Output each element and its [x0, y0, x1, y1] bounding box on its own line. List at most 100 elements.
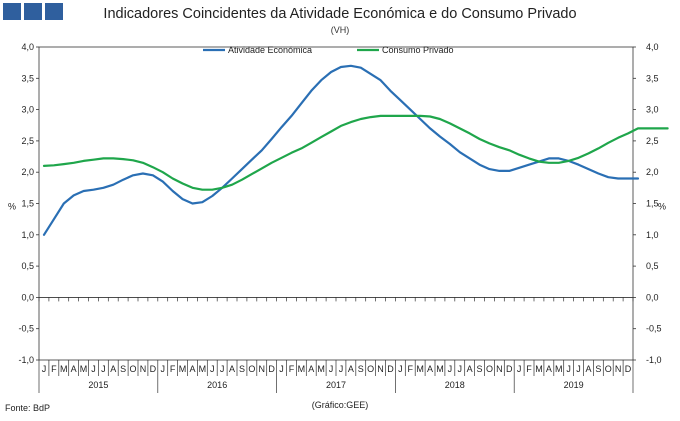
month-label: N [259, 364, 266, 374]
month-label: F [526, 364, 532, 374]
year-label: 2019 [564, 380, 584, 390]
y-tick-label-left: 4,0 [21, 42, 34, 52]
month-label: J [576, 364, 581, 374]
series-line-atividade [42, 64, 640, 236]
month-label: M [179, 364, 187, 374]
y-tick-label-left: 0,5 [21, 261, 34, 271]
month-label: A [348, 364, 354, 374]
month-label: J [101, 364, 106, 374]
logo-block [45, 3, 63, 20]
month-label: M [60, 364, 68, 374]
brand-logo [3, 3, 63, 20]
month-label: J [566, 364, 571, 374]
month-label: F [51, 364, 57, 374]
month-label: S [595, 364, 601, 374]
month-label: J [339, 364, 344, 374]
y-tick-label-right: 2,5 [646, 136, 659, 146]
month-label: D [625, 364, 632, 374]
month-label: M [436, 364, 444, 374]
y-tick-label-right: 4,0 [646, 42, 659, 52]
month-label: D [387, 364, 394, 374]
y-tick-label-right: -0,5 [646, 324, 662, 334]
legend-label: Atividade Económica [228, 45, 312, 55]
month-label: J [448, 364, 453, 374]
legend-label: Consumo Privado [382, 45, 454, 55]
month-label: S [239, 364, 245, 374]
y-tick-label-left: 2,5 [21, 136, 34, 146]
y-tick-label-right: 3,0 [646, 105, 659, 115]
y-tick-label-right: 1,0 [646, 230, 659, 240]
year-label: 2017 [326, 380, 346, 390]
month-label: J [517, 364, 522, 374]
month-label: M [535, 364, 543, 374]
month-label: O [605, 364, 612, 374]
logo-block [3, 3, 21, 20]
month-label: A [110, 364, 116, 374]
logo-block [24, 3, 42, 20]
month-label: D [268, 364, 275, 374]
month-label: M [317, 364, 325, 374]
month-label: S [120, 364, 126, 374]
month-label: F [170, 364, 176, 374]
month-label: O [486, 364, 493, 374]
month-label: J [210, 364, 215, 374]
y-tick-label-left: -1,0 [18, 355, 34, 365]
y-tick-label-left: 3,0 [21, 105, 34, 115]
month-label: M [555, 364, 563, 374]
chart-legend: Atividade Económica Consumo Privado [203, 45, 454, 55]
month-label: A [71, 364, 77, 374]
month-label: D [506, 364, 513, 374]
y-tick-label-right: 2,0 [646, 167, 659, 177]
month-label: N [615, 364, 622, 374]
month-label: J [398, 364, 403, 374]
year-label: 2016 [207, 380, 227, 390]
month-label: M [199, 364, 207, 374]
y-tick-label-right: 0,0 [646, 292, 659, 302]
month-label: J [458, 364, 463, 374]
month-label: J [161, 364, 166, 374]
month-label: J [329, 364, 334, 374]
month-label: A [467, 364, 473, 374]
series-line-consumo [42, 114, 669, 191]
y-tick-label-right: 1,5 [646, 199, 659, 209]
month-label: O [130, 364, 137, 374]
month-label: F [289, 364, 295, 374]
month-label: N [377, 364, 384, 374]
month-label: A [308, 364, 314, 374]
month-label: O [248, 364, 255, 374]
month-label: A [585, 364, 591, 374]
month-label: S [358, 364, 364, 374]
month-label: J [42, 364, 47, 374]
y-axis-label-left: % [8, 202, 16, 212]
y-tick-label-left: 1,5 [21, 199, 34, 209]
year-label: 2018 [445, 380, 465, 390]
plot-frame [38, 46, 634, 361]
y-axis-label-right: % [658, 202, 666, 212]
month-label: M [80, 364, 88, 374]
year-label: 2015 [88, 380, 108, 390]
month-label: A [427, 364, 433, 374]
chart-title: Indicadores Coincidentes da Atividade Ec… [103, 6, 577, 22]
y-tick-label-right: -1,0 [646, 355, 662, 365]
chart-labels: 4,0 4,0 3,5 3,5 3,0 3,0 2,5 2,5 2,0 2,0 1,5 1,5 1,0 1… [8, 42, 666, 390]
month-label: N [140, 364, 147, 374]
month-label: D [150, 364, 157, 374]
month-label: O [367, 364, 374, 374]
month-label: J [220, 364, 225, 374]
chart-series [42, 64, 669, 236]
y-tick-label-left: -0,5 [18, 324, 34, 334]
chart-source: Fonte: BdP [5, 403, 51, 413]
month-label: A [546, 364, 552, 374]
month-label: F [408, 364, 414, 374]
month-label: J [279, 364, 284, 374]
chart-frame [36, 46, 636, 393]
month-label: A [229, 364, 235, 374]
y-tick-label-left: 2,0 [21, 167, 34, 177]
y-tick-label-left: 3,5 [21, 73, 34, 83]
month-label: M [298, 364, 306, 374]
y-tick-label-right: 3,5 [646, 73, 659, 83]
chart-subtitle: (VH) [330, 25, 350, 35]
month-label: A [189, 364, 195, 374]
month-label: J [91, 364, 96, 374]
